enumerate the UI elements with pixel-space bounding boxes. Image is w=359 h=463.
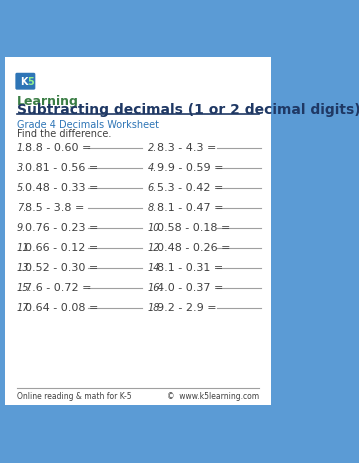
- Text: Subtracting decimals (1 or 2 decimal digits): Subtracting decimals (1 or 2 decimal dig…: [17, 103, 359, 117]
- Text: 7.6 - 0.72 =: 7.6 - 0.72 =: [25, 282, 92, 292]
- Text: 8.8 - 0.60 =: 8.8 - 0.60 =: [25, 143, 92, 153]
- Text: 2.: 2.: [148, 143, 157, 153]
- Text: 9.9 - 0.59 =: 9.9 - 0.59 =: [157, 163, 223, 173]
- Text: 0.48 - 0.33 =: 0.48 - 0.33 =: [25, 182, 99, 193]
- Text: 10.: 10.: [148, 222, 163, 232]
- Text: Find the difference.: Find the difference.: [17, 129, 111, 139]
- Text: Online reading & math for K-5: Online reading & math for K-5: [17, 391, 131, 400]
- Text: 7.: 7.: [17, 202, 26, 213]
- Text: 4.: 4.: [148, 163, 157, 173]
- Text: 0.66 - 0.12 =: 0.66 - 0.12 =: [25, 242, 99, 252]
- Text: 9.: 9.: [17, 222, 26, 232]
- Text: 9.2 - 2.9 =: 9.2 - 2.9 =: [157, 302, 216, 312]
- Text: 14.: 14.: [148, 262, 163, 272]
- Text: 0.48 - 0.26 =: 0.48 - 0.26 =: [157, 242, 230, 252]
- Text: 11.: 11.: [17, 242, 33, 252]
- Text: 0.52 - 0.30 =: 0.52 - 0.30 =: [25, 262, 99, 272]
- Text: 6.: 6.: [148, 182, 157, 193]
- Text: Grade 4 Decimals Worksheet: Grade 4 Decimals Worksheet: [17, 119, 159, 130]
- FancyBboxPatch shape: [5, 58, 271, 405]
- Text: 0.64 - 0.08 =: 0.64 - 0.08 =: [25, 302, 99, 312]
- Text: 8.1 - 0.31 =: 8.1 - 0.31 =: [157, 262, 223, 272]
- Text: ©  www.k5learning.com: © www.k5learning.com: [167, 391, 259, 400]
- Text: 8.1 - 0.47 =: 8.1 - 0.47 =: [157, 202, 223, 213]
- Text: 16.: 16.: [148, 282, 163, 292]
- FancyBboxPatch shape: [15, 74, 35, 90]
- Text: 8.5 - 3.8 =: 8.5 - 3.8 =: [25, 202, 85, 213]
- Text: 3.: 3.: [17, 163, 26, 173]
- Text: 13.: 13.: [17, 262, 33, 272]
- Text: 5.: 5.: [17, 182, 26, 193]
- Text: Learning: Learning: [17, 95, 79, 108]
- Text: 17.: 17.: [17, 302, 33, 312]
- Text: 8.: 8.: [148, 202, 157, 213]
- Text: 12.: 12.: [148, 242, 163, 252]
- Text: 8.3 - 4.3 =: 8.3 - 4.3 =: [157, 143, 216, 153]
- Text: 0.81 - 0.56 =: 0.81 - 0.56 =: [25, 163, 99, 173]
- Text: 1.: 1.: [17, 143, 26, 153]
- Text: 0.58 - 0.18 =: 0.58 - 0.18 =: [157, 222, 230, 232]
- Text: 0.76 - 0.23 =: 0.76 - 0.23 =: [25, 222, 99, 232]
- Text: 5.3 - 0.42 =: 5.3 - 0.42 =: [157, 182, 223, 193]
- Text: 18.: 18.: [148, 302, 163, 312]
- Text: 4.0 - 0.37 =: 4.0 - 0.37 =: [157, 282, 223, 292]
- Text: K: K: [20, 77, 28, 87]
- Text: 5: 5: [27, 77, 34, 87]
- Text: 15.: 15.: [17, 282, 33, 292]
